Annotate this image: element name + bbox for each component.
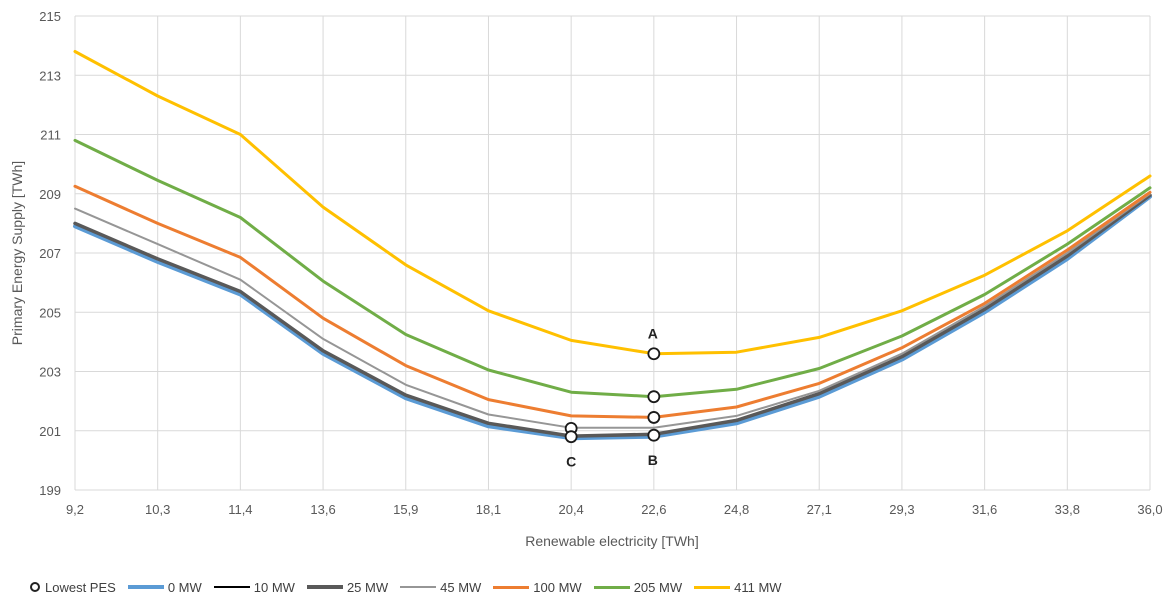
legend-item: 100 MW [493,579,582,595]
x-tick-label: 36,0 [1137,502,1162,517]
lowest-pes-marker [564,430,578,444]
lowest-pes-marker [647,390,661,404]
lowest-pes-markers [564,347,661,444]
series-line [73,193,1152,438]
x-tick-label: 27,1 [807,502,832,517]
x-tick-label: 33,8 [1055,502,1080,517]
legend-swatch [306,585,343,589]
legend-swatch [400,586,437,588]
x-tick-label: 24,8 [724,502,749,517]
x-tick-label: 29,3 [889,502,914,517]
y-axis-ticks: 199 201 203 205 207 209 211 213 215 [39,9,61,498]
legend-swatch [127,585,164,589]
series-line [74,194,1151,437]
legend-item: 25 MW [306,579,389,595]
legend-swatch [213,586,250,588]
y-tick-label: 201 [39,424,61,439]
legend-label: 25 MW [346,579,389,595]
legend-item: 10 MW [213,579,295,595]
x-tick-label: 18,1 [476,502,501,517]
grid-lines [74,15,1151,491]
series-line [73,138,1152,399]
x-tick-label: 15,9 [393,502,418,517]
y-tick-label: 199 [39,483,61,498]
legend-label: 0 MW [167,579,202,595]
legend-label: 411 MW [734,579,782,595]
series-line [73,50,1152,356]
line-chart: 199 201 203 205 207 209 211 213 215 9,2 10,3 11,4 1… [9,9,1163,549]
lowest-pes-marker [647,347,661,361]
legend-item-lowest-pes: Lowest PES [30,580,116,595]
y-tick-label: 203 [39,365,61,380]
x-axis-ticks: 9,2 10,3 11,4 13,6 15,9 18,1 20,4 22,6 24,8 27,1 2… [66,502,1163,517]
legend-swatch [493,585,530,589]
lowest-pes-marker [647,411,661,424]
y-tick-label: 213 [39,68,61,83]
lowest-pes-marker [647,428,661,442]
legend-label: 100 MW [533,579,582,595]
series-lines [73,50,1152,441]
x-tick-label: 31,6 [972,502,997,517]
legend-item: 205 MW [593,579,683,595]
x-tick-label: 20,4 [558,502,583,517]
circle-marker-icon [30,582,40,592]
y-tick-label: 205 [39,305,61,320]
x-tick-label: 13,6 [310,502,335,517]
legend-label: 45 MW [440,579,482,595]
point-label: A [648,326,658,342]
legend-item: 45 MW [400,580,481,595]
legend-swatch [694,585,731,589]
legend-label: 10 MW [253,579,295,595]
y-tick-label: 215 [39,9,61,24]
legend-label-lowest-pes: Lowest PES [45,579,116,595]
point-label: B [648,452,658,468]
point-annotations: A B C [566,326,658,470]
point-label: C [566,454,576,470]
y-tick-label: 209 [39,187,61,202]
y-tick-label: 207 [39,246,61,261]
legend-item: 0 MW [127,579,202,595]
series-line [73,184,1152,419]
x-axis-title: Renewable electricity [TWh] [525,533,699,549]
x-tick-label: 11,4 [228,502,252,517]
legend-swatch [593,585,630,589]
x-tick-label: 22,6 [641,502,666,517]
x-tick-label: 10,3 [145,502,170,517]
x-tick-label: 9,2 [66,502,84,517]
legend-label: 205 MW [633,579,683,595]
series-line [74,192,1151,429]
y-tick-label: 211 [40,128,61,143]
y-axis-title: Primary Energy Supply [TWh] [9,161,25,345]
legend: Lowest PES 0 MW 10 MW 25 MW 45 MW 100 MW 205 … [30,576,794,598]
series-line [73,194,1152,441]
legend-item: 411 MW [694,579,782,595]
